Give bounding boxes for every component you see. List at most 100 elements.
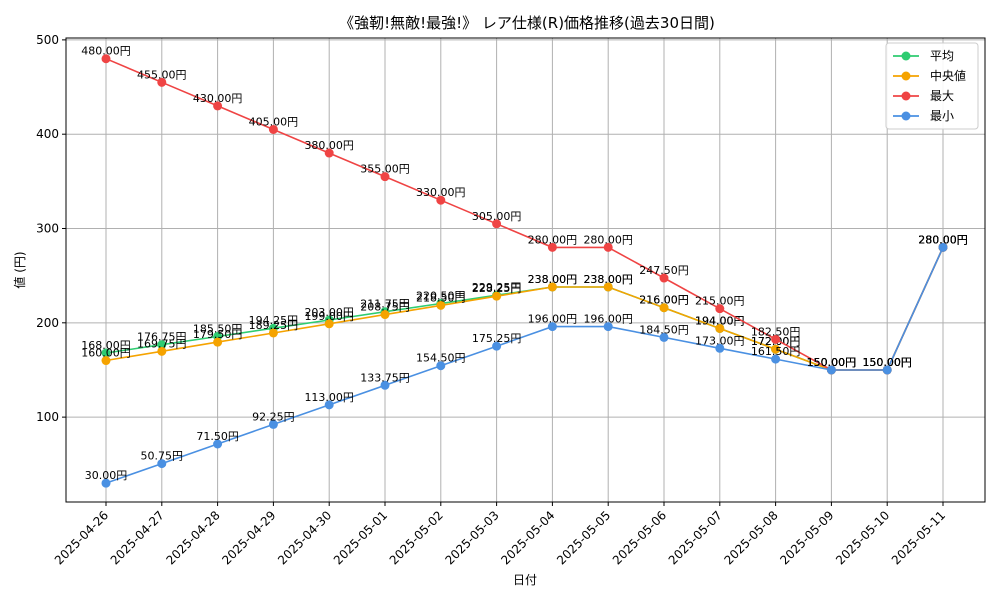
data-point: [603, 282, 613, 292]
data-label: 71.50円: [196, 430, 239, 443]
data-label: 455.00円: [137, 68, 187, 81]
data-label: 218.50円: [416, 291, 466, 304]
data-label: 179.50円: [193, 328, 243, 341]
legend-swatch-marker: [901, 51, 911, 61]
data-point: [101, 356, 111, 366]
grid: [66, 38, 985, 502]
x-tick-label: 2025-05-01: [331, 508, 390, 567]
data-label: 280.00円: [918, 233, 968, 246]
data-point: [771, 344, 781, 354]
series-3: 30.00円 50.75円 71.50円 92.25円 113.00円 133.75円 15…: [85, 233, 968, 488]
x-tick-label: 2025-05-08: [722, 508, 781, 567]
x-tick-label: 2025-05-11: [889, 508, 948, 567]
data-point: [603, 242, 613, 252]
data-point: [157, 77, 167, 87]
x-tick-label: 2025-04-30: [275, 508, 334, 567]
series-layer: 168.00円 176.75円 185.50円 194.25円 203.00円 211.7…: [81, 45, 968, 488]
x-tick-label: 2025-05-04: [498, 508, 557, 567]
x-tick-label: 2025-04-27: [108, 508, 167, 567]
data-label: 208.75円: [360, 301, 410, 314]
data-label: 182.50円: [751, 325, 801, 338]
data-label: 280.00円: [583, 233, 633, 246]
data-point: [715, 304, 725, 314]
data-label: 247.50円: [639, 264, 689, 277]
legend-entry: 最大: [930, 89, 954, 103]
data-label: 380.00円: [304, 139, 354, 152]
data-point: [547, 322, 557, 332]
data-label: 92.25円: [252, 410, 295, 423]
data-label: 133.75円: [360, 371, 410, 384]
data-label: 150.00円: [807, 356, 857, 369]
data-label: 150.00円: [862, 356, 912, 369]
data-label: 330.00円: [416, 186, 466, 199]
legend-swatch-marker: [901, 111, 911, 121]
data-label: 216.00円: [639, 294, 689, 307]
data-label: 173.00円: [695, 334, 745, 347]
data-label: 305.00円: [472, 210, 522, 223]
data-point: [101, 54, 111, 64]
series-line: [105, 247, 944, 484]
data-label: 194.25円: [249, 314, 299, 327]
data-label: 194.00円: [695, 314, 745, 327]
data-label: 175.25円: [472, 332, 522, 345]
data-point: [492, 341, 502, 351]
series-line: [105, 247, 944, 371]
x-tick-label: 2025-05-03: [443, 508, 502, 567]
data-label: 150.00円: [807, 356, 857, 369]
data-label: 405.00円: [249, 115, 299, 128]
data-point: [380, 310, 390, 320]
plot-frame: [65, 37, 986, 503]
data-label: 113.00円: [304, 391, 354, 404]
data-point: [547, 282, 557, 292]
data-label: 196.00円: [583, 313, 633, 326]
legend-swatch-marker: [901, 91, 911, 101]
data-label: 228.25円: [472, 282, 522, 295]
data-label: 238.00円: [583, 273, 633, 286]
data-point: [659, 303, 669, 313]
data-label: 189.25円: [249, 319, 299, 332]
data-label: 184.50円: [639, 323, 689, 336]
data-point: [324, 148, 334, 158]
data-label: 150.00円: [807, 356, 857, 369]
data-point: [436, 300, 446, 310]
data-point: [492, 291, 502, 301]
series-0: 168.00円 176.75円 185.50円 194.25円 203.00円 211.7…: [81, 233, 968, 375]
x-tick-label: 2025-05-10: [833, 508, 892, 567]
x-axis: 2025-04-262025-04-272025-04-282025-04-29…: [52, 502, 948, 567]
data-point: [659, 332, 669, 342]
data-point: [882, 365, 892, 375]
data-label: 160.00円: [81, 347, 131, 360]
y-axis: 100 200 300 400 500: [36, 33, 66, 424]
data-label: 238.00円: [583, 273, 633, 286]
data-point: [492, 219, 502, 229]
x-tick-label: 2025-04-29: [219, 508, 278, 567]
data-label: 480.00円: [81, 45, 131, 58]
y-tick-label: 500: [36, 33, 59, 47]
series-line: [105, 57, 944, 371]
data-point: [603, 322, 613, 332]
data-point: [715, 343, 725, 353]
data-point: [101, 348, 111, 358]
data-point: [213, 439, 223, 449]
data-label: 150.00円: [862, 356, 912, 369]
data-point: [324, 400, 334, 410]
data-point: [771, 334, 781, 344]
data-label: 168.00円: [81, 339, 131, 352]
data-label: 161.50円: [751, 345, 801, 358]
data-label: 176.75円: [137, 331, 187, 344]
data-point: [213, 337, 223, 347]
data-point: [157, 340, 167, 350]
legend-box: [885, 42, 979, 130]
data-label: 355.00円: [360, 163, 410, 176]
x-tick-label: 2025-05-02: [387, 508, 446, 567]
series-1: 160.00円 169.75円 179.50円 189.25円 199.00円 208.7…: [81, 233, 968, 375]
chart-title: 《強靭!無敵!最強!》 レア仕様(R)価格推移(過去30日間): [339, 14, 715, 32]
data-label: 150.00円: [862, 356, 912, 369]
data-label: 150.00円: [862, 356, 912, 369]
y-axis-label: 値 (円): [12, 251, 27, 288]
data-point: [157, 459, 167, 469]
data-point: [771, 354, 781, 364]
data-point: [547, 242, 557, 252]
data-label: 280.00円: [918, 233, 968, 246]
